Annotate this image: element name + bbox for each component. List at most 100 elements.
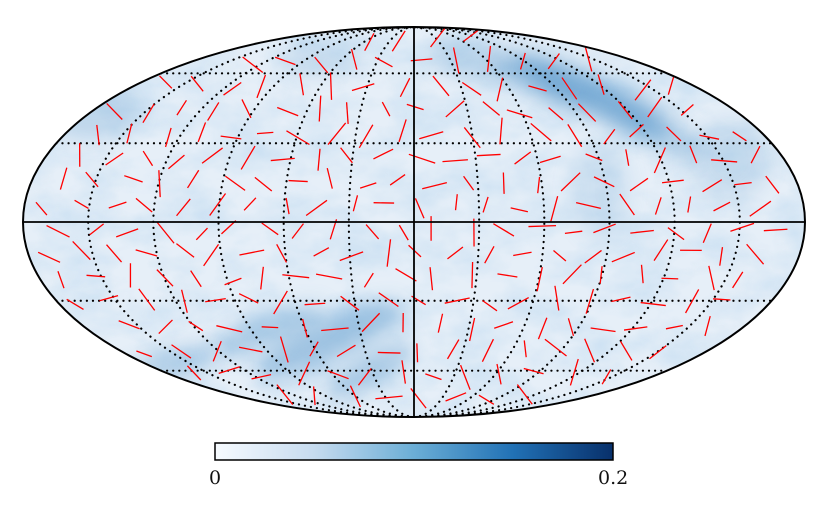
polarization-vector [212,340,222,362]
polarization-vector [732,271,744,289]
colorbar [214,442,614,461]
polarization-vector [585,153,603,162]
polarization-vector [523,367,544,375]
polarization-vector [381,101,391,117]
polarization-vector [689,145,698,164]
polarization-vector [554,285,560,311]
polarization-vector [318,95,322,122]
polarization-vector [291,223,305,239]
polarization-vector [734,182,752,186]
polarization-vector [611,251,635,263]
polarization-vector [195,227,208,241]
polarization-vector [260,266,264,290]
polarization-vector [377,351,401,354]
polarization-vector [176,198,191,217]
colorbar-max-label: 0.2 [598,467,629,489]
polarization-vector [750,145,761,164]
polarization-vector [251,374,272,380]
polarization-vector [35,201,48,216]
polarization-vector [496,363,502,385]
polarization-vector [238,293,259,304]
polarization-vector [256,74,267,99]
polarization-vector [176,99,188,116]
polarization-vector [156,221,175,244]
polarization-vector [601,369,612,385]
polarization-vector [203,243,220,267]
polarization-vector [544,338,567,357]
polarization-vector [702,179,723,193]
polarization-vector [327,370,349,380]
polarization-vector [298,361,311,386]
polarization-vector [493,223,515,237]
polarization-vector [188,320,204,332]
emission-region [280,46,360,74]
polarization-vector [634,79,652,101]
polarization-vector [482,196,489,213]
polarization-vector [126,123,133,144]
polarization-vector [537,176,541,194]
polarization-vector [519,52,526,70]
polarization-vector [329,72,333,100]
polarization-vector [510,207,529,213]
polarization-vector [273,290,288,315]
polarization-vector [207,102,220,121]
polarization-vector [730,222,755,232]
polarization-vector [567,124,583,148]
polarization-vector [339,251,364,262]
polarization-vector [528,224,557,228]
polarization-vector [537,317,548,340]
polarization-vector [562,264,582,285]
polarization-vector [590,327,616,333]
polarization-vector [274,56,296,66]
polarization-vector [536,267,543,292]
polarization-vector [765,175,780,194]
polarization-vector [256,131,274,135]
polarization-vector [205,298,226,303]
polarization-vector [349,385,361,408]
polarization-vector [327,122,347,145]
polarization-vector [171,344,192,359]
polarization-vector [315,273,343,280]
polarization-vector [647,96,663,118]
polarization-vector [625,149,630,166]
polarization-vector [649,345,667,360]
polarization-vector [138,288,156,311]
polarization-vector [463,29,479,42]
polarization-vector [86,274,106,278]
polarization-vector [597,74,605,95]
polarization-vector [603,128,616,145]
emission-region [257,301,403,379]
polarization-vector [619,341,633,361]
polarization-vector [482,101,501,116]
polarization-vector [352,195,359,212]
polarization-vector [719,247,724,266]
polarization-vector [216,325,243,333]
polarization-vector [350,48,358,70]
polarization-vector [317,148,321,171]
polarization-vector [653,147,666,174]
polarization-vector [514,151,532,165]
polarization-vector [704,315,711,337]
polarization-vector [238,346,263,353]
polarization-vector [452,47,460,74]
polarization-vector [314,56,329,74]
polarization-vector [46,224,70,238]
polarization-vector [313,247,330,257]
polarization-vector [507,296,530,310]
polarization-vector [471,262,474,289]
polarization-vector [365,224,380,240]
polarization-vector [414,198,425,219]
polarization-vector [285,197,290,215]
polarization-vector [640,301,666,307]
polarization-vector [732,131,747,142]
polarization-vector [336,344,356,358]
polarization-vector [156,269,174,287]
polarization-vector [241,99,252,119]
map-outline [22,26,806,418]
polarization-vector [577,103,597,122]
polarization-vector [105,152,124,166]
polarization-vector [406,103,424,111]
polarization-vector [528,85,547,92]
emission-region [570,140,630,240]
